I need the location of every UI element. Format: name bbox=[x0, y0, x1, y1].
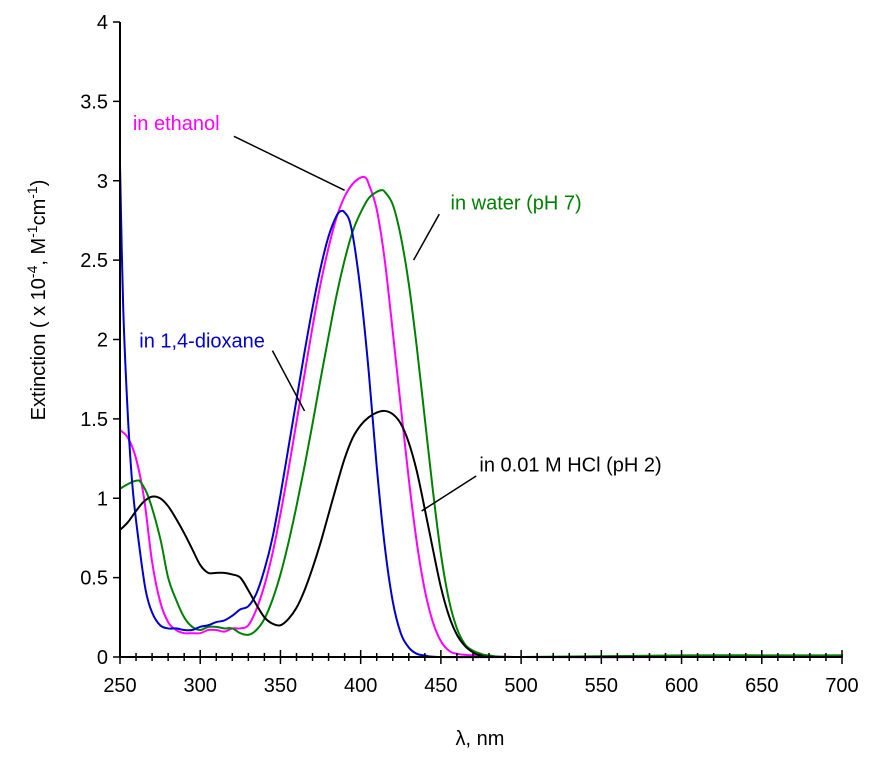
annotation-label: in 0.01 M HCl (pH 2) bbox=[479, 454, 661, 476]
y-tick-label: 1 bbox=[97, 488, 108, 510]
y-axis-title-prefix: Extinction ( x 10 bbox=[28, 278, 50, 420]
x-ticks: 250 300 350 400 450 500 550 600 650 700 bbox=[103, 650, 859, 697]
x-tick-label: 300 bbox=[184, 675, 217, 697]
y-tick-label: 1.5 bbox=[80, 409, 108, 431]
y-ticks: 0 0.5 1 1.5 2 2.5 3 3.5 4 bbox=[80, 12, 120, 669]
x-tick-label: 500 bbox=[504, 675, 537, 697]
y-axis-title-suffix: ) bbox=[28, 180, 50, 187]
annotation-label: in ethanol bbox=[133, 113, 220, 135]
plot-lines bbox=[119, 163, 843, 659]
annotation-leader-line bbox=[421, 475, 477, 512]
annotation-label: in water (pH 7) bbox=[451, 192, 582, 214]
y-axis-title-exp2: -1 bbox=[24, 225, 40, 238]
annotation-leader-line bbox=[271, 350, 306, 412]
y-axis-title-exp1: -4 bbox=[24, 265, 40, 278]
x-tick-label: 650 bbox=[745, 675, 778, 697]
y-tick-label: 3.5 bbox=[80, 91, 108, 113]
y-tick-label: 0 bbox=[97, 647, 108, 669]
y-tick-label: 2.5 bbox=[80, 250, 108, 272]
series-line bbox=[119, 163, 843, 659]
y-tick-label: 2 bbox=[97, 330, 108, 352]
series-line bbox=[119, 409, 843, 659]
y-axis-title-unit: cm bbox=[28, 199, 50, 226]
x-tick-label: 250 bbox=[103, 675, 136, 697]
annotation-leader-line bbox=[412, 213, 440, 261]
y-axis-title: Extinction ( x 10-4, M-1cm-1) bbox=[24, 180, 50, 421]
annotation-leader-line bbox=[233, 135, 345, 191]
x-tick-label: 550 bbox=[585, 675, 618, 697]
y-axis-title-mid: , M bbox=[28, 238, 50, 266]
x-tick-label: 700 bbox=[825, 675, 858, 697]
series-line bbox=[119, 175, 843, 659]
x-tick-label: 450 bbox=[424, 675, 457, 697]
x-tick-label: 600 bbox=[665, 675, 698, 697]
x-tick-label: 350 bbox=[264, 675, 297, 697]
y-axis-title-exp3: -1 bbox=[24, 186, 40, 199]
x-tick-label: 400 bbox=[344, 675, 377, 697]
x-axis-title: λ, nm bbox=[456, 728, 505, 750]
y-tick-label: 0.5 bbox=[80, 568, 108, 590]
y-tick-label: 3 bbox=[97, 171, 108, 193]
y-tick-label: 4 bbox=[97, 12, 108, 34]
series-line bbox=[119, 189, 843, 658]
annotations: in ethanol in water (pH 7) in 1,4-dioxane i… bbox=[133, 113, 662, 512]
annotation-label: in 1,4-dioxane bbox=[139, 330, 265, 352]
axes: 250 300 350 400 450 500 550 600 650 700 0 0.5 1 1.5 2… bbox=[80, 12, 859, 697]
